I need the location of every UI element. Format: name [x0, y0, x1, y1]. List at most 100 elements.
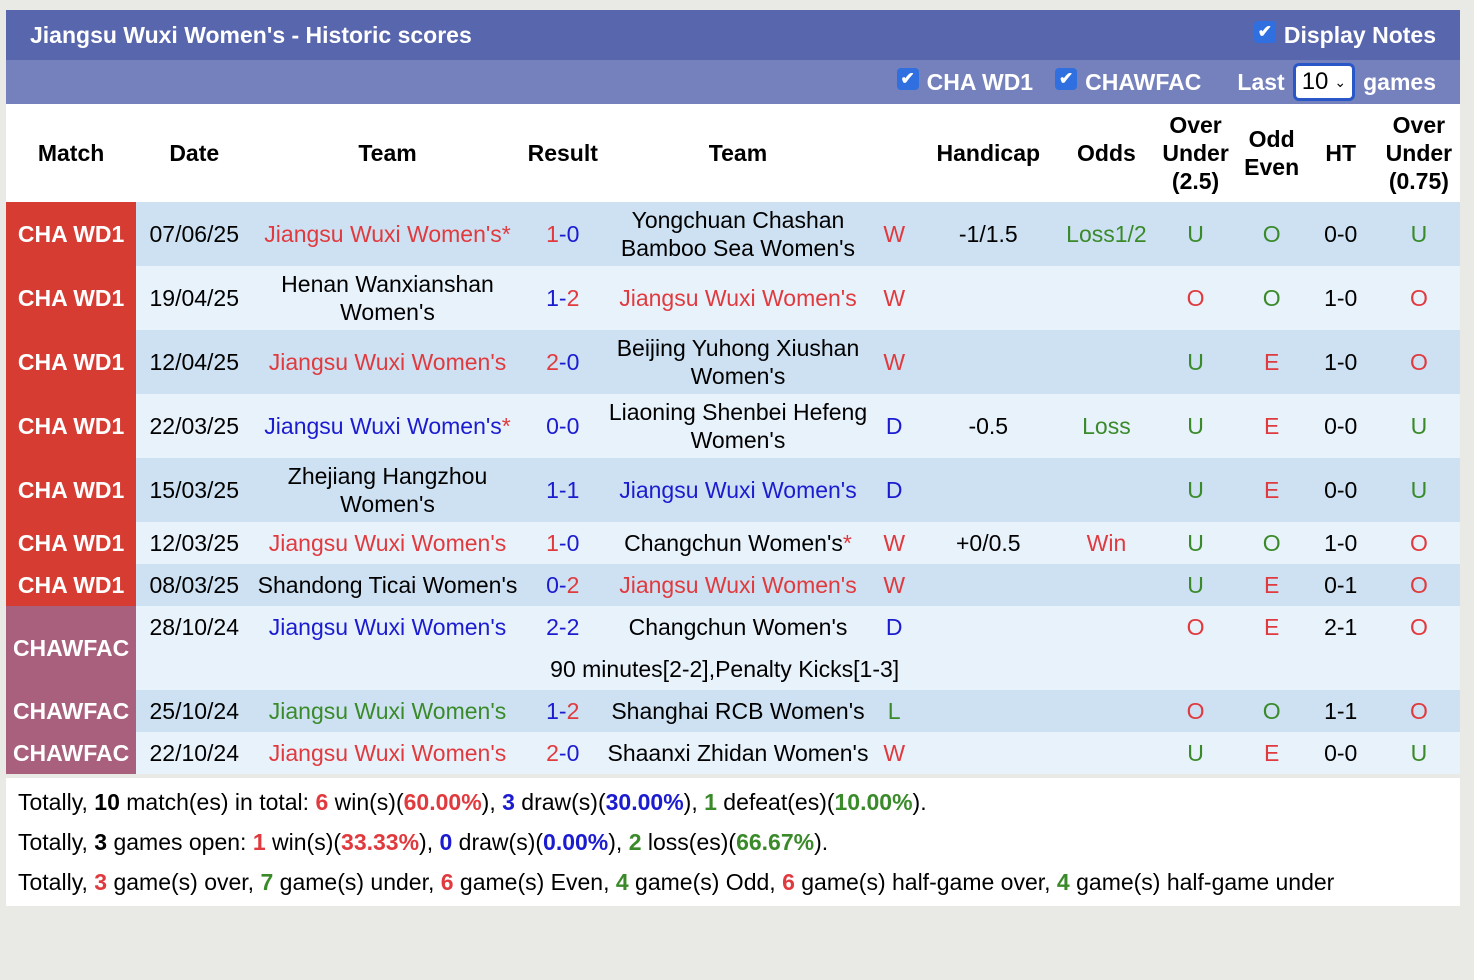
result-score[interactable]: 0-0	[522, 394, 603, 458]
team-name[interactable]: Shaanxi Zhidan Women's	[607, 740, 869, 766]
home-team[interactable]: Shandong Ticai Women's	[252, 564, 523, 606]
summary-segment: 4	[615, 869, 629, 895]
table-row: CHAWFAC 22/10/24 Jiangsu Wuxi Women's 2-0 Sh…	[6, 732, 1460, 774]
away-team[interactable]: Beijing Yuhong Xiushan Women's	[602, 330, 874, 394]
team-name[interactable]: Changchun Women's	[624, 530, 843, 556]
last-games-select[interactable]: 10 ⌄	[1292, 63, 1356, 101]
half-time-score: 0-1	[1303, 564, 1378, 606]
home-team[interactable]: Jiangsu Wuxi Women's*	[252, 394, 523, 458]
team-name[interactable]: Zhejiang Hangzhou Women's	[287, 463, 488, 517]
team-name[interactable]: Changchun Women's	[628, 614, 848, 640]
home-team[interactable]: Jiangsu Wuxi Women's	[252, 732, 523, 774]
handicap: -0.5	[915, 394, 1062, 458]
away-team[interactable]: Jiangsu Wuxi Women's	[602, 564, 874, 606]
summary-segment: 33.33%	[341, 829, 420, 855]
match-league: CHA WD1	[6, 202, 137, 266]
filter-label: CHA WD1	[926, 68, 1034, 95]
result-score[interactable]: 2-2	[522, 606, 603, 648]
odds-result	[1061, 606, 1152, 648]
summary-segment: 10.00%	[834, 789, 913, 815]
team-name[interactable]: Jiangsu Wuxi Women's	[268, 614, 507, 640]
team-name[interactable]: Jiangsu Wuxi Women's	[619, 572, 857, 598]
away-team[interactable]: Changchun Women's*	[602, 522, 874, 564]
team-name[interactable]: Liaoning Shenbei Hefeng Women's	[608, 399, 868, 453]
away-team[interactable]: Changchun Women's	[602, 606, 874, 648]
games-label: games	[1363, 68, 1436, 95]
away-team[interactable]: Shanghai RCB Women's	[602, 690, 874, 732]
result-wdl: D	[873, 458, 916, 522]
odd-even: E	[1239, 564, 1304, 606]
odd-even: E	[1239, 732, 1304, 774]
home-team[interactable]: Zhejiang Hangzhou Women's	[252, 458, 523, 522]
over-under-0-75: O	[1377, 606, 1460, 648]
summary-segment: 6	[315, 789, 329, 815]
team-name[interactable]: Jiangsu Wuxi Women's	[619, 477, 857, 503]
over-under-2-5: U	[1151, 394, 1240, 458]
summary-segment: game(s) half-game under	[1069, 869, 1335, 895]
match-league: CHAWFAC	[6, 732, 137, 774]
team-name[interactable]: Jiangsu Wuxi Women's	[264, 413, 502, 439]
summary-segment: 1	[252, 829, 266, 855]
chevron-down-icon: ⌄	[1334, 73, 1347, 90]
over-under-0-75: O	[1377, 564, 1460, 606]
team-name[interactable]: Shanghai RCB Women's	[611, 698, 865, 724]
team-name[interactable]: Jiangsu Wuxi Women's	[619, 285, 857, 311]
half-time-score: 1-0	[1303, 266, 1378, 330]
home-team[interactable]: Jiangsu Wuxi Women's*	[252, 202, 523, 266]
checkbox-checked-icon[interactable]: ✔	[1055, 68, 1078, 91]
display-notes-toggle[interactable]: ✔ Display Notes	[1253, 21, 1436, 49]
half-time-score: 0-0	[1303, 458, 1378, 522]
away-goals: 2	[566, 698, 580, 724]
checkbox-checked-icon[interactable]: ✔	[1253, 21, 1276, 44]
filter-chawfac[interactable]: ✔ CHAWFAC	[1055, 68, 1201, 96]
team-name[interactable]: Jiangsu Wuxi Women's	[268, 698, 507, 724]
summary-segment: 0	[439, 829, 453, 855]
team-name[interactable]: Jiangsu Wuxi Women's	[264, 221, 502, 247]
away-goals: 2	[566, 285, 580, 311]
odd-even: E	[1239, 394, 1304, 458]
star-marker: *	[501, 413, 511, 439]
team-name[interactable]: Yongchuan Chashan Bamboo Sea Women's	[620, 207, 856, 261]
away-team[interactable]: Yongchuan Chashan Bamboo Sea Women's	[602, 202, 874, 266]
home-team[interactable]: Jiangsu Wuxi Women's	[252, 606, 523, 648]
result-score[interactable]: 1-2	[522, 266, 603, 330]
team-name[interactable]: Jiangsu Wuxi Women's	[268, 740, 507, 766]
summary-segment: 3	[94, 829, 108, 855]
star-marker: *	[842, 530, 852, 556]
team-name[interactable]: Jiangsu Wuxi Women's	[268, 349, 507, 375]
team-name[interactable]: Shandong Ticai Women's	[257, 572, 518, 598]
away-team[interactable]: Jiangsu Wuxi Women's	[602, 266, 874, 330]
home-team[interactable]: Henan Wanxianshan Women's	[252, 266, 523, 330]
result-score[interactable]: 2-0	[522, 732, 603, 774]
team-name[interactable]: Henan Wanxianshan Women's	[281, 271, 494, 325]
home-goals: 0	[546, 572, 559, 598]
away-team[interactable]: Shaanxi Zhidan Women's	[602, 732, 874, 774]
home-team[interactable]: Jiangsu Wuxi Women's	[252, 330, 523, 394]
summary-segment: 2	[628, 829, 642, 855]
result-score[interactable]: 2-0	[522, 330, 603, 394]
team-name[interactable]: Beijing Yuhong Xiushan Women's	[616, 335, 860, 389]
column-header: Odds	[1061, 104, 1152, 202]
home-goals: 2	[546, 614, 559, 640]
filter-cha-wd1[interactable]: ✔ CHA WD1	[896, 68, 1034, 96]
team-name[interactable]: Jiangsu Wuxi Women's	[268, 530, 507, 556]
match-date: 25/10/24	[136, 690, 253, 732]
home-team[interactable]: Jiangsu Wuxi Women's	[252, 690, 523, 732]
over-under-2-5: O	[1151, 266, 1240, 330]
match-date: 22/03/25	[136, 394, 253, 458]
result-score[interactable]: 0-2	[522, 564, 603, 606]
away-team[interactable]: Jiangsu Wuxi Women's	[602, 458, 874, 522]
match-date: 28/10/24	[136, 606, 253, 648]
over-under-0-75: O	[1377, 330, 1460, 394]
home-team[interactable]: Jiangsu Wuxi Women's	[252, 522, 523, 564]
result-score[interactable]: 1-0	[522, 202, 603, 266]
summary-segment: games open:	[107, 829, 253, 855]
result-score[interactable]: 1-1	[522, 458, 603, 522]
result-score[interactable]: 1-0	[522, 522, 603, 564]
match-date: 12/03/25	[136, 522, 253, 564]
away-team[interactable]: Liaoning Shenbei Hefeng Women's	[602, 394, 874, 458]
summary-segment: 30.00%	[605, 789, 684, 815]
checkbox-checked-icon[interactable]: ✔	[896, 68, 919, 91]
result-score[interactable]: 1-2	[522, 690, 603, 732]
away-goals: 0	[566, 349, 580, 375]
